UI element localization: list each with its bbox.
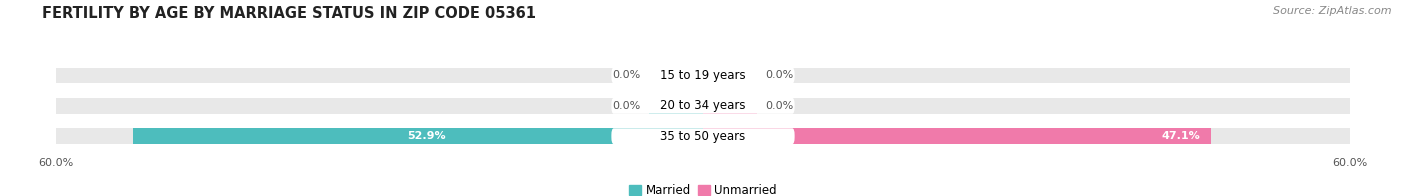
FancyBboxPatch shape	[612, 68, 794, 83]
FancyBboxPatch shape	[612, 98, 794, 114]
Text: 47.1%: 47.1%	[1161, 131, 1199, 141]
Text: FERTILITY BY AGE BY MARRIAGE STATUS IN ZIP CODE 05361: FERTILITY BY AGE BY MARRIAGE STATUS IN Z…	[42, 6, 536, 21]
Bar	[56, 68, 1350, 83]
Bar	[132, 128, 703, 144]
Bar	[56, 98, 1350, 114]
Text: 35 to 50 years: 35 to 50 years	[661, 130, 745, 143]
Legend: Married, Unmarried: Married, Unmarried	[624, 179, 782, 196]
Bar	[56, 128, 1350, 144]
Text: 52.9%: 52.9%	[408, 131, 446, 141]
FancyBboxPatch shape	[612, 128, 794, 144]
Text: 0.0%: 0.0%	[765, 71, 794, 81]
Text: Source: ZipAtlas.com: Source: ZipAtlas.com	[1274, 6, 1392, 16]
Bar	[703, 128, 1211, 144]
Text: 15 to 19 years: 15 to 19 years	[661, 69, 745, 82]
Text: 0.0%: 0.0%	[612, 71, 641, 81]
Text: 0.0%: 0.0%	[612, 101, 641, 111]
Text: 0.0%: 0.0%	[765, 101, 794, 111]
Bar	[650, 98, 703, 114]
Bar	[703, 68, 756, 83]
Text: 20 to 34 years: 20 to 34 years	[661, 99, 745, 112]
Bar	[650, 68, 703, 83]
Bar	[703, 98, 756, 114]
